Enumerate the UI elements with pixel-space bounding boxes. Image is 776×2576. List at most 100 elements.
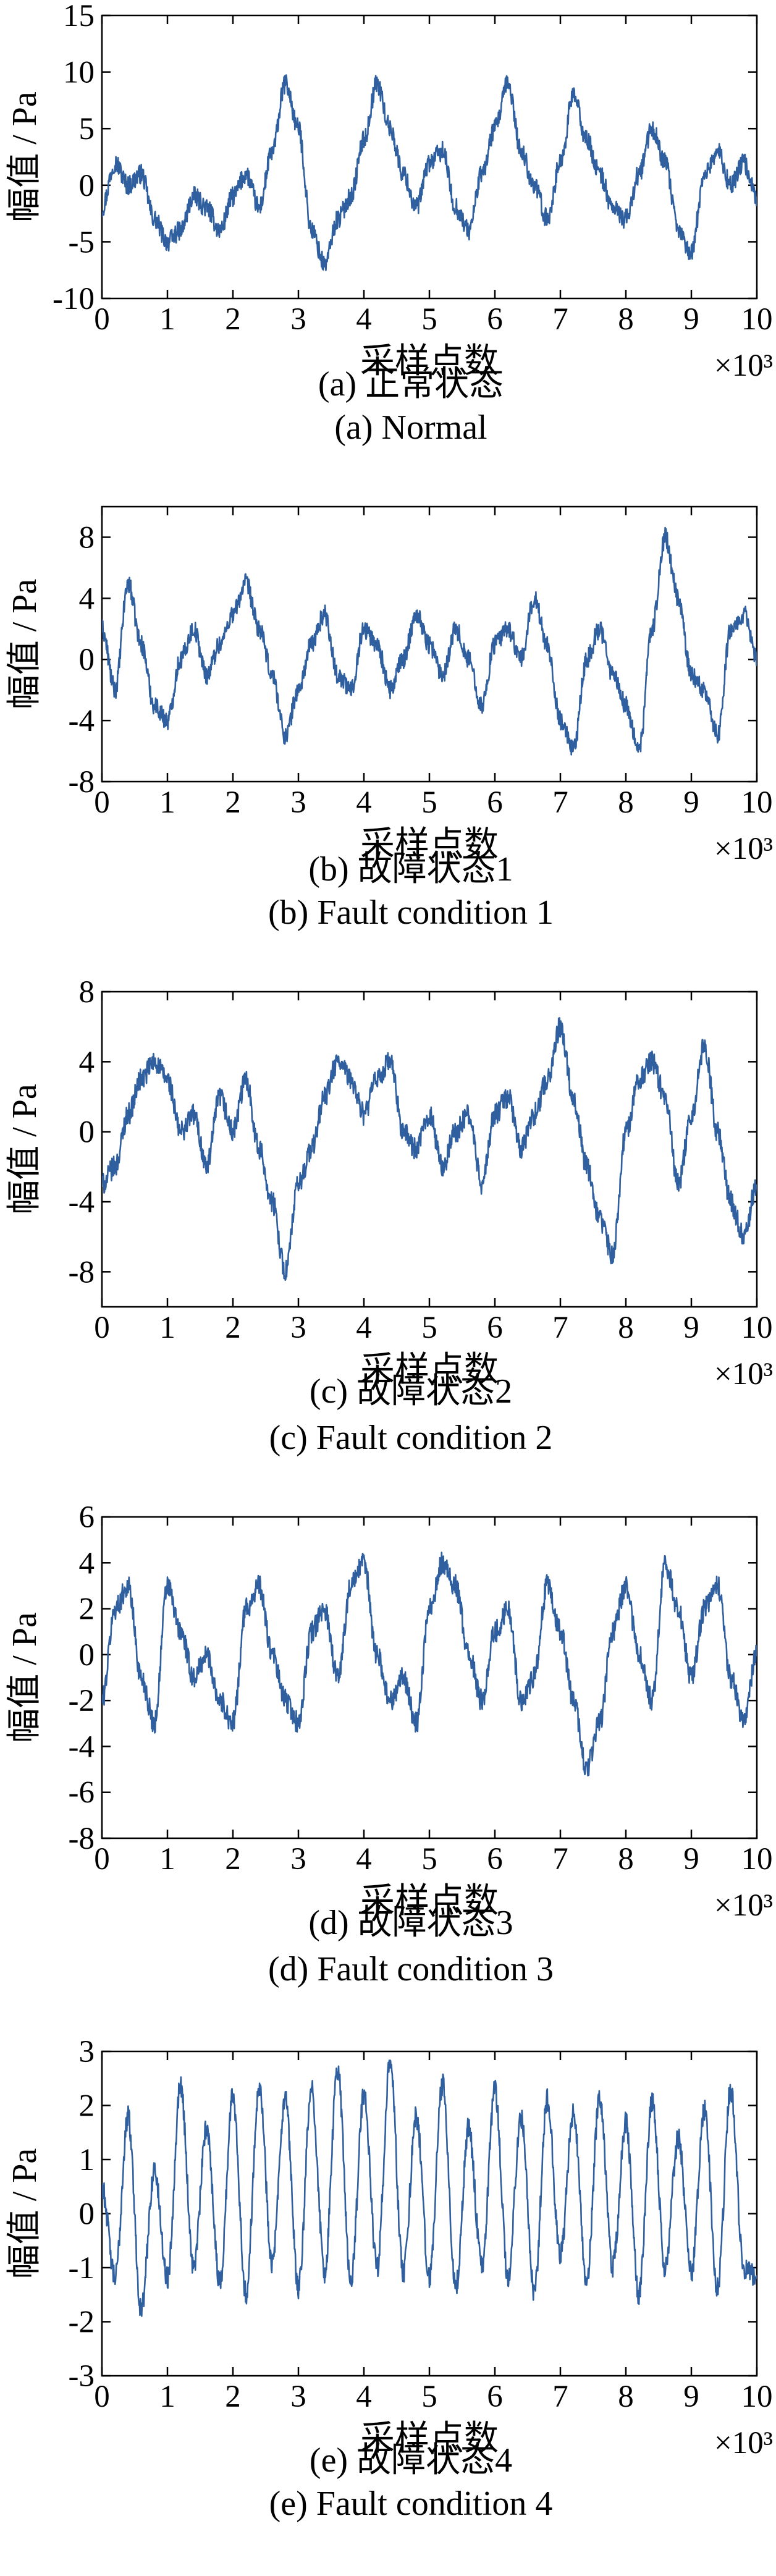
y-tick-label: 8 <box>79 975 95 1010</box>
x-tick-label: 10 <box>741 1842 773 1877</box>
y-tick-label: 0 <box>79 2197 95 2232</box>
x-tick-label: 7 <box>552 302 568 337</box>
y-tick-label: 0 <box>79 643 95 677</box>
x-axis-label: 采样点数 <box>360 1351 499 1389</box>
y-axis-label: 幅值 / Pa <box>6 1612 44 1743</box>
x-tick-label: 6 <box>487 785 503 820</box>
x-axis-label: 采样点数 <box>360 342 499 381</box>
x-tick-label: 10 <box>741 1311 773 1345</box>
caption-cn: (b) 故障状态1 <box>308 850 513 889</box>
x-axis-label: 采样点数 <box>360 826 499 864</box>
x-tick-label: 8 <box>618 2380 634 2414</box>
x-tick-label: 0 <box>94 1311 110 1345</box>
y-tick-label: -3 <box>69 2359 95 2394</box>
y-tick-label: 2 <box>79 2089 95 2124</box>
caption-en: (c) Fault condition 2 <box>269 1419 553 1457</box>
y-tick-label: 6 <box>79 1500 95 1535</box>
x-tick-label: 7 <box>552 785 568 820</box>
y-tick-label: -2 <box>69 1684 95 1718</box>
x-tick-label: 1 <box>159 785 175 820</box>
y-tick-label: 3 <box>79 2035 95 2069</box>
x-tick-label: 5 <box>421 1842 437 1877</box>
y-tick-label: -6 <box>69 1776 95 1810</box>
x-tick-label: 6 <box>487 2380 503 2414</box>
x-tick-label: 8 <box>618 302 634 337</box>
x-tick-label: 5 <box>421 785 437 820</box>
x-axis-multiplier: ×10³ <box>714 2426 773 2460</box>
y-axis-label: 幅值 / Pa <box>6 91 44 222</box>
y-tick-label: -8 <box>69 1822 95 1856</box>
x-axis-multiplier: ×10³ <box>714 1888 773 1923</box>
y-tick-label: 0 <box>79 1115 95 1150</box>
y-axis-label: 幅值 / Pa <box>6 1084 44 1215</box>
series-line <box>102 526 757 756</box>
y-axis-label: 幅值 / Pa <box>6 579 44 710</box>
x-tick-label: 5 <box>421 302 437 337</box>
y-tick-label: -4 <box>69 704 95 738</box>
y-tick-label: 0 <box>79 1638 95 1673</box>
x-tick-label: 0 <box>94 785 110 820</box>
y-axis-label: 幅值 / Pa <box>6 2148 44 2279</box>
x-tick-label: 4 <box>356 1311 372 1345</box>
x-tick-label: 3 <box>290 2380 306 2414</box>
x-tick-label: 5 <box>421 1311 437 1345</box>
x-tick-label: 3 <box>290 785 306 820</box>
caption-en: (a) Normal <box>334 408 487 447</box>
y-tick-label: -4 <box>69 1185 95 1220</box>
y-tick-label: -4 <box>69 1729 95 1764</box>
x-tick-label: 2 <box>225 1842 241 1877</box>
x-tick-label: 5 <box>421 2380 437 2414</box>
x-tick-label: 4 <box>356 302 372 337</box>
x-tick-label: 4 <box>356 2380 372 2414</box>
x-tick-label: 4 <box>356 1842 372 1877</box>
caption-en: (e) Fault condition 4 <box>269 2485 553 2523</box>
x-tick-label: 2 <box>225 302 241 337</box>
y-tick-label: 4 <box>79 581 95 616</box>
caption-en: (b) Fault condition 1 <box>268 893 554 932</box>
caption-cn: (a) 正常状态 <box>318 365 504 403</box>
x-tick-label: 1 <box>159 302 175 337</box>
x-axis-label: 采样点数 <box>360 2420 499 2458</box>
y-tick-label: -10 <box>53 282 95 316</box>
x-tick-label: 7 <box>552 1842 568 1877</box>
x-tick-label: 0 <box>94 2380 110 2414</box>
series-line <box>102 1017 757 1281</box>
x-tick-label: 9 <box>683 1842 699 1877</box>
x-tick-label: 10 <box>741 785 773 820</box>
x-tick-label: 0 <box>94 302 110 337</box>
y-tick-label: -1 <box>69 2251 95 2286</box>
caption-en: (d) Fault condition 3 <box>268 1950 554 1988</box>
x-tick-label: 8 <box>618 785 634 820</box>
y-tick-label: -2 <box>69 2305 95 2340</box>
x-tick-label: 10 <box>741 2380 773 2414</box>
y-tick-label: 15 <box>63 0 95 33</box>
x-tick-label: 0 <box>94 1842 110 1877</box>
y-tick-label: 1 <box>79 2143 95 2177</box>
y-tick-label: 8 <box>79 520 95 555</box>
chart-panel: 0 1 2 3 4 5 6 7 8 9 10 -8 -4 0 4 8 幅值 / Pa 采样点数 ×10³ (c) 故障… <box>6 975 773 1457</box>
caption-cn: (d) 故障状态3 <box>308 1904 513 1942</box>
x-tick-label: 6 <box>487 302 503 337</box>
caption-cn: (c) 故障状态2 <box>310 1372 512 1411</box>
y-tick-label: -8 <box>69 765 95 800</box>
y-tick-label: 5 <box>79 112 95 146</box>
x-tick-label: 3 <box>290 302 306 337</box>
x-tick-label: 6 <box>487 1842 503 1877</box>
y-tick-label: 2 <box>79 1592 95 1627</box>
x-tick-label: 7 <box>552 1311 568 1345</box>
x-axis-label: 采样点数 <box>360 1882 499 1920</box>
x-tick-label: 8 <box>618 1311 634 1345</box>
y-tick-label: 4 <box>79 1546 95 1581</box>
chart-panel: 0 1 2 3 4 5 6 7 8 9 10 -8 -4 0 4 8 幅值 / Pa 采样点数 ×10³ (b) 故障… <box>6 505 773 932</box>
x-tick-label: 1 <box>159 1842 175 1877</box>
series-line <box>102 1552 757 1776</box>
x-tick-label: 2 <box>225 785 241 820</box>
y-tick-label: 0 <box>79 169 95 203</box>
y-tick-label: -8 <box>69 1255 95 1290</box>
y-tick-label: -5 <box>69 225 95 260</box>
plot-frame <box>101 1516 758 1839</box>
y-tick-label: 4 <box>79 1045 95 1079</box>
x-tick-label: 1 <box>159 1311 175 1345</box>
x-tick-label: 9 <box>683 785 699 820</box>
